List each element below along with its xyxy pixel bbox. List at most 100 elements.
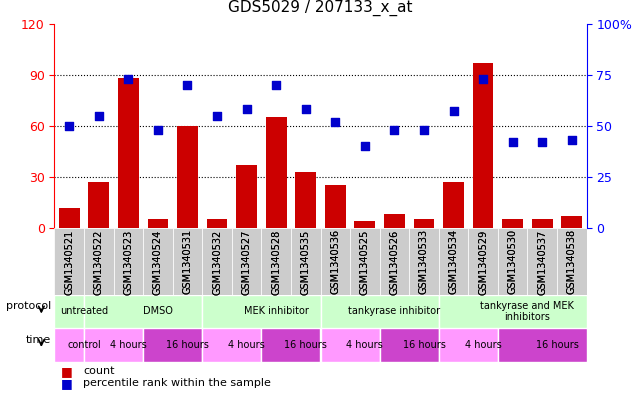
Bar [320, 328, 379, 362]
Point [212, 112, 222, 119]
Text: GSM1340521: GSM1340521 [64, 229, 74, 294]
Bar [438, 228, 469, 295]
Text: GSM1340532: GSM1340532 [212, 229, 222, 294]
Text: time: time [26, 335, 51, 345]
Bar [469, 228, 498, 295]
Bar [262, 228, 291, 295]
Text: GSM1340522: GSM1340522 [94, 229, 104, 295]
Text: MEK inhibitor: MEK inhibitor [244, 307, 308, 316]
Text: 16 hours: 16 hours [166, 340, 209, 350]
Point [537, 139, 547, 145]
Bar [562, 216, 582, 228]
Bar [203, 295, 320, 328]
Bar [54, 295, 84, 328]
Text: tankyrase inhibitor: tankyrase inhibitor [348, 307, 440, 316]
Text: GSM1340525: GSM1340525 [360, 229, 370, 295]
Text: GSM1340525: GSM1340525 [360, 229, 370, 295]
Bar [438, 328, 498, 362]
Text: GSM1340526: GSM1340526 [389, 229, 399, 294]
Bar [232, 228, 262, 295]
Text: 16 hours: 16 hours [535, 340, 578, 350]
Bar [143, 228, 172, 295]
Bar [88, 182, 109, 228]
Bar [206, 219, 228, 228]
Text: GSM1340524: GSM1340524 [153, 229, 163, 294]
Point [242, 106, 252, 112]
Text: GSM1340533: GSM1340533 [419, 229, 429, 294]
Bar [503, 219, 523, 228]
Bar [262, 328, 320, 362]
Text: GSM1340530: GSM1340530 [508, 229, 518, 294]
Bar [379, 328, 438, 362]
Text: GSM1340538: GSM1340538 [567, 229, 577, 294]
Text: GSM1340538: GSM1340538 [567, 229, 577, 294]
Bar [84, 228, 113, 295]
Point [360, 143, 370, 149]
Bar [532, 219, 553, 228]
Bar [172, 228, 203, 295]
Point [448, 108, 458, 115]
Point [508, 139, 518, 145]
Text: GSM1340532: GSM1340532 [212, 229, 222, 294]
Bar [143, 328, 203, 362]
Point [389, 127, 399, 133]
Text: 16 hours: 16 hours [285, 340, 327, 350]
Text: GSM1340526: GSM1340526 [389, 229, 399, 294]
Bar [54, 228, 84, 295]
Bar [498, 228, 528, 295]
Text: GSM1340528: GSM1340528 [271, 229, 281, 294]
Point [64, 123, 74, 129]
Text: GSM1340522: GSM1340522 [94, 229, 104, 295]
Text: GSM1340537: GSM1340537 [537, 229, 547, 294]
Bar [443, 182, 464, 228]
Point [478, 75, 488, 82]
Text: GSM1340524: GSM1340524 [153, 229, 163, 294]
Text: protocol: protocol [6, 301, 51, 311]
Bar [54, 328, 84, 362]
Point [301, 106, 311, 112]
Text: 4 hours: 4 hours [228, 340, 265, 350]
Bar [438, 295, 587, 328]
Text: GSM1340523: GSM1340523 [123, 229, 133, 294]
Bar [84, 328, 143, 362]
Text: percentile rank within the sample: percentile rank within the sample [83, 378, 271, 388]
Point [123, 75, 133, 82]
Bar [354, 221, 375, 228]
Bar [320, 228, 350, 295]
Bar [296, 172, 316, 228]
Point [153, 127, 163, 133]
Bar [413, 219, 435, 228]
Text: 4 hours: 4 hours [347, 340, 383, 350]
Point [183, 82, 193, 88]
Bar [498, 328, 587, 362]
Bar [203, 328, 262, 362]
Text: GSM1340535: GSM1340535 [301, 229, 311, 294]
Text: ■: ■ [61, 365, 72, 378]
Bar [557, 228, 587, 295]
Bar [320, 295, 438, 328]
Text: GSM1340527: GSM1340527 [242, 229, 252, 295]
Bar [291, 228, 320, 295]
Bar [325, 185, 345, 228]
Text: GSM1340527: GSM1340527 [242, 229, 252, 295]
Text: count: count [83, 366, 115, 376]
Text: GSM1340523: GSM1340523 [123, 229, 133, 294]
Text: GSM1340528: GSM1340528 [271, 229, 281, 294]
Text: GSM1340537: GSM1340537 [537, 229, 547, 294]
Bar [203, 228, 232, 295]
Bar [528, 228, 557, 295]
Text: 4 hours: 4 hours [110, 340, 147, 350]
Point [567, 137, 577, 143]
Bar [177, 126, 198, 228]
Bar [118, 78, 138, 228]
Text: GDS5029 / 207133_x_at: GDS5029 / 207133_x_at [228, 0, 413, 16]
Bar [147, 219, 169, 228]
Text: untreated: untreated [60, 307, 108, 316]
Text: control: control [67, 340, 101, 350]
Bar [472, 63, 494, 228]
Text: 16 hours: 16 hours [403, 340, 445, 350]
Bar [113, 228, 143, 295]
Bar [266, 117, 287, 228]
Bar [409, 228, 438, 295]
Text: GSM1340521: GSM1340521 [64, 229, 74, 294]
